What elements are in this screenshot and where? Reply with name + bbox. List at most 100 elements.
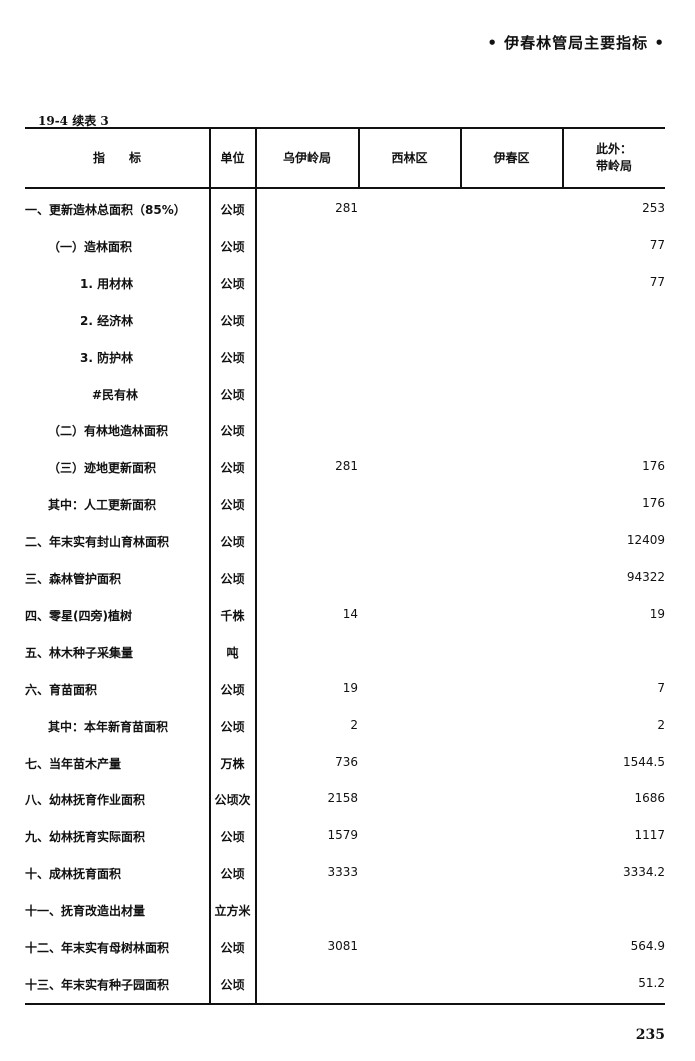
table-row: 二、年末实有封山育林面积 公顷 12409 (0, 533, 695, 553)
value-dailing: 94322 (626, 570, 665, 584)
bottom-rule (25, 1003, 665, 1005)
header-rule (25, 187, 665, 189)
row-label: 十三、年末实有种子园面积 (25, 977, 170, 992)
value-wuyiling: 2158 (327, 791, 358, 806)
value-dailing: 1544.5 (623, 754, 665, 769)
row-label: 1. 用材林 (80, 276, 134, 291)
row-unit: 公顷 (220, 350, 245, 365)
value-dailing: 77 (649, 237, 665, 252)
table-row: 一、更新造林总面积（85%） 公顷 281 253 (0, 201, 695, 221)
table-row: 1. 用材林 公顷 77 (0, 275, 695, 295)
row-unit: 公顷 (220, 977, 245, 992)
row-unit: 公顷 (220, 424, 245, 439)
row-unit: 公顷 (220, 867, 245, 882)
table-row: 五、林木种子采集量 吨 (0, 644, 695, 664)
value-wuyiling: 736 (335, 754, 358, 769)
row-unit: 公顷 (220, 941, 245, 955)
row-unit: 公顷 (220, 276, 245, 291)
table-row: 其中：人工更新面积 公顷 176 (0, 496, 695, 516)
row-label: 3. 防护林 (80, 350, 134, 365)
value-wuyiling: 19 (342, 680, 358, 695)
column-divider (460, 128, 462, 188)
top-rule (25, 127, 665, 129)
table-row: 3. 防护林 公顷 (0, 349, 695, 369)
row-label: 十一、抚育改造出材量 (25, 904, 146, 919)
row-label: 七、当年苗木产量 (25, 756, 122, 771)
row-label: 九、幼林抚育实际面积 (25, 830, 146, 845)
row-unit: 公顷 (220, 719, 245, 734)
value-dailing: 77 (649, 274, 665, 289)
value-dailing: 253 (642, 201, 665, 215)
column-divider (209, 128, 211, 1004)
row-unit: 公顷 (220, 535, 245, 550)
value-wuyiling: 3333 (327, 865, 358, 880)
value-wuyiling: 281 (335, 459, 358, 474)
row-unit: 公顷 (220, 461, 245, 476)
column-divider (358, 128, 360, 188)
table-row: #民有林 公顷 (0, 386, 695, 406)
table-row: （二）有林地造林面积 公顷 (0, 422, 695, 442)
row-unit: 公顷 (220, 830, 245, 845)
row-label: 二、年末实有封山育林面积 (25, 535, 170, 550)
row-unit: 公顷 (220, 239, 245, 254)
table-row: 十三、年末实有种子园面积 公顷 51.2 (0, 976, 695, 996)
table-row: 三、森林管护面积 公顷 94322 (0, 570, 695, 590)
table-row: （三）迹地更新面积 公顷 281 176 (0, 459, 695, 479)
table-row: 十一、抚育改造出材量 立方米 (0, 902, 695, 922)
value-dailing: 12409 (626, 533, 665, 548)
row-label: 一、更新造林总面积（85%） (25, 203, 186, 217)
column-divider (562, 128, 564, 188)
header-xilin: 西林区 (391, 150, 428, 165)
value-wuyiling: 14 (342, 606, 358, 621)
row-label: 八、幼林抚育作业面积 (25, 793, 146, 808)
table-row: 四、零星(四旁)植树 千株 14 19 (0, 607, 695, 627)
table-row: 十、成林抚育面积 公顷 3333 3334.2 (0, 865, 695, 885)
row-label: （一）造林面积 (48, 239, 133, 254)
value-dailing: 1117 (634, 828, 665, 843)
value-dailing: 19 (649, 606, 665, 621)
value-dailing: 7 (657, 680, 665, 695)
row-unit: 吨 (226, 645, 239, 660)
row-unit: 公顷 (220, 313, 245, 328)
header-unit: 单位 (220, 150, 245, 165)
value-dailing: 564.9 (630, 939, 665, 953)
row-label: （二）有林地造林面积 (48, 424, 169, 439)
row-unit: 公顷次 (214, 793, 251, 808)
table-row: 其中：本年新育苗面积 公顷 2 2 (0, 718, 695, 738)
header-indicator: 指 标 (92, 150, 141, 165)
table-caption: 19-4 续表 3 (38, 114, 109, 128)
value-wuyiling: 2 (350, 717, 358, 732)
page-number: 235 (635, 1027, 665, 1043)
table-row: 六、育苗面积 公顷 19 7 (0, 681, 695, 701)
row-unit: 公顷 (220, 498, 245, 513)
value-wuyiling: 281 (335, 201, 358, 215)
row-label: #民有林 (92, 387, 139, 402)
row-unit: 公顷 (220, 203, 245, 217)
value-wuyiling: 3081 (327, 939, 358, 953)
value-dailing: 3334.2 (623, 865, 665, 880)
value-dailing: 176 (642, 496, 665, 511)
table-row: 十二、年末实有母树林面积 公顷 3081 564.9 (0, 939, 695, 959)
header-dailing: 此外： 带岭局 (595, 142, 632, 173)
value-dailing: 1686 (634, 791, 665, 806)
row-label: 十二、年末实有母树林面积 (25, 941, 170, 955)
table-row: 九、幼林抚育实际面积 公顷 1579 1117 (0, 828, 695, 848)
running-head: • 伊春林管局主要指标 • (487, 34, 665, 52)
row-unit: 万株 (220, 756, 245, 771)
row-label: （三）迹地更新面积 (48, 461, 157, 476)
column-divider (255, 128, 257, 1004)
header-yichun: 伊春区 (493, 150, 530, 165)
value-wuyiling: 1579 (327, 828, 358, 843)
row-unit: 公顷 (220, 572, 245, 586)
row-label: 2. 经济林 (80, 313, 134, 328)
table-row: 2. 经济林 公顷 (0, 312, 695, 332)
row-unit: 公顷 (220, 682, 245, 697)
table-row: 八、幼林抚育作业面积 公顷次 2158 1686 (0, 791, 695, 811)
row-label: 四、零星(四旁)植树 (25, 608, 132, 623)
row-label: 其中：本年新育苗面积 (48, 719, 169, 734)
value-dailing: 2 (657, 717, 665, 732)
row-unit: 立方米 (214, 904, 251, 919)
row-label: 六、育苗面积 (25, 682, 98, 697)
row-label: 五、林木种子采集量 (25, 645, 134, 660)
header-wuyiling: 乌伊岭局 (282, 150, 331, 165)
